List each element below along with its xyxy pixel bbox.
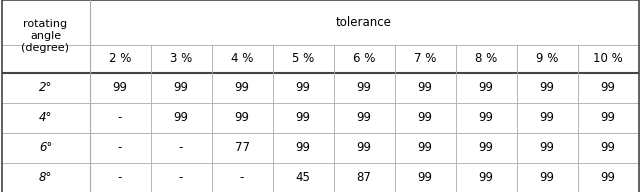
Text: 4 %: 4 % [231,52,253,65]
Text: -: - [118,171,122,184]
Text: 2°: 2° [39,81,52,94]
Text: 99: 99 [296,81,310,94]
Text: 6 %: 6 % [353,52,375,65]
Text: 10 %: 10 % [593,52,623,65]
Text: 9 %: 9 % [536,52,558,65]
Text: 99: 99 [356,111,371,124]
Text: 99: 99 [600,81,616,94]
Text: 8 %: 8 % [475,52,497,65]
Text: 3 %: 3 % [170,52,192,65]
Text: 99: 99 [234,111,250,124]
Text: 8°: 8° [39,171,52,184]
Text: -: - [179,141,183,154]
Text: tolerance: tolerance [336,16,392,28]
Text: -: - [118,111,122,124]
Text: -: - [179,171,183,184]
Text: 99: 99 [600,171,616,184]
Text: 99: 99 [173,81,189,94]
Text: 99: 99 [540,171,554,184]
Text: -: - [118,141,122,154]
Text: 99: 99 [540,81,554,94]
Text: 99: 99 [173,111,189,124]
Text: 99: 99 [600,111,616,124]
Text: rotating
angle
(degree): rotating angle (degree) [22,19,70,53]
Text: 7 %: 7 % [414,52,436,65]
Text: 99: 99 [356,141,371,154]
Text: 45: 45 [296,171,310,184]
Text: 99: 99 [540,111,554,124]
Text: 99: 99 [479,81,493,94]
Text: 5 %: 5 % [292,52,314,65]
Text: 77: 77 [234,141,250,154]
Text: 99: 99 [417,141,433,154]
Text: 2 %: 2 % [109,52,131,65]
Text: 99: 99 [600,141,616,154]
Text: 99: 99 [234,81,250,94]
Text: 99: 99 [479,141,493,154]
Text: 99: 99 [479,111,493,124]
Text: 99: 99 [113,81,127,94]
Text: -: - [240,171,244,184]
Text: 99: 99 [417,111,433,124]
Text: 99: 99 [479,171,493,184]
Text: 6°: 6° [39,141,52,154]
Text: 99: 99 [356,81,371,94]
Text: 99: 99 [296,141,310,154]
Text: 99: 99 [417,81,433,94]
Text: 87: 87 [356,171,371,184]
Text: 4°: 4° [39,111,52,124]
Text: 99: 99 [417,171,433,184]
Text: 99: 99 [296,111,310,124]
Text: 99: 99 [540,141,554,154]
